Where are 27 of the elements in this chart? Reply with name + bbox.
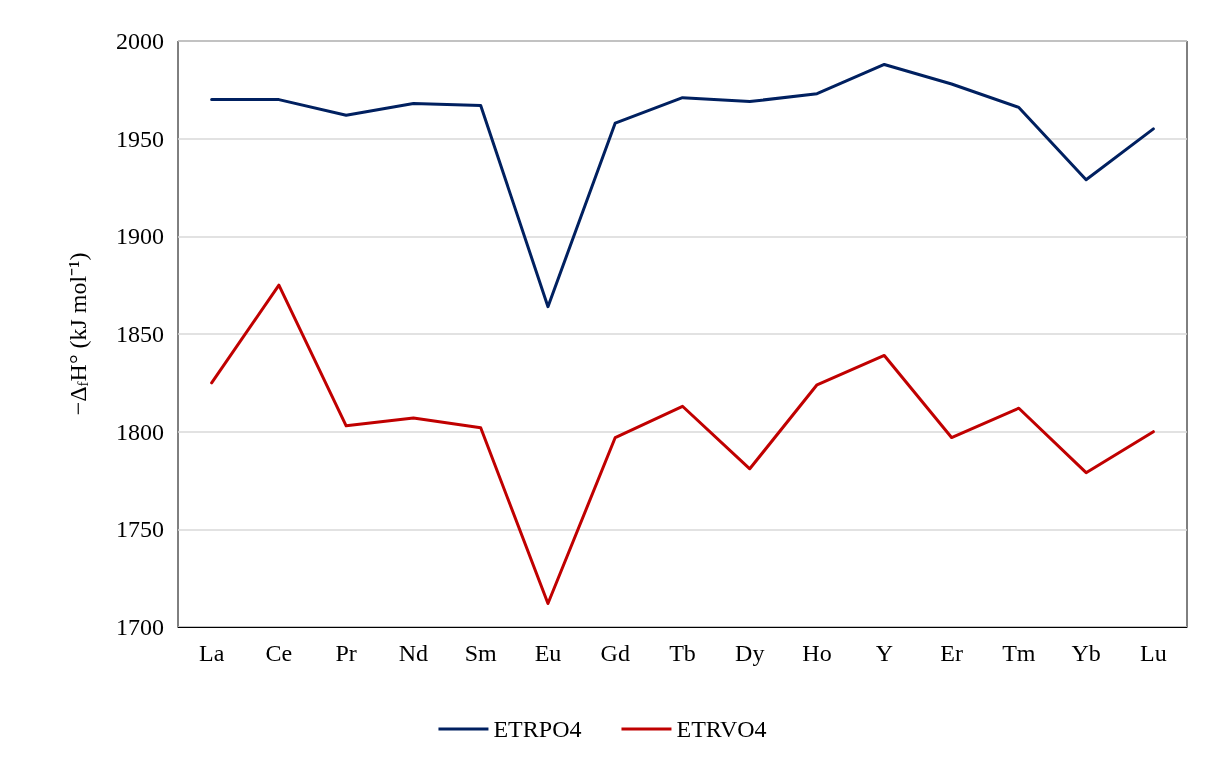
line-series <box>210 62 1155 309</box>
y-tick-label: 1750 <box>116 516 164 543</box>
y-tick-label: 1700 <box>116 614 164 640</box>
legend-label: ETRVO4 <box>676 716 767 742</box>
x-tick-label: Lu <box>1140 640 1167 666</box>
x-tick-label: La <box>198 640 225 666</box>
x-tick-label: Dy <box>735 640 765 666</box>
y-tick-label: 1850 <box>116 321 164 347</box>
x-tick-label: Yb <box>1071 640 1101 666</box>
y-tick-label: 1900 <box>116 223 164 250</box>
x-tick-label: Pr <box>335 640 357 666</box>
y-tick-label: 2000 <box>116 28 164 54</box>
x-tick-label: Ho <box>802 640 832 666</box>
x-tick-label: Eu <box>534 640 562 666</box>
x-tick-label: Tm <box>1002 640 1036 666</box>
x-tick-label: Tb <box>669 640 696 666</box>
y-tick-label: 1950 <box>116 125 164 152</box>
x-tick-label: Gd <box>600 640 630 666</box>
line-series <box>210 283 1155 606</box>
legend-label: ETRPO4 <box>493 716 582 742</box>
x-tick-label: Er <box>940 640 963 666</box>
x-tick-label: Y <box>875 640 893 666</box>
y-axis-title: −ΔfH° (kJ mol⁻¹) <box>64 252 91 416</box>
x-tick-label: Nd <box>398 640 429 666</box>
y-tick-label: 1800 <box>116 418 164 445</box>
x-tick-label: Ce <box>265 640 293 666</box>
x-tick-label: Sm <box>464 640 498 666</box>
